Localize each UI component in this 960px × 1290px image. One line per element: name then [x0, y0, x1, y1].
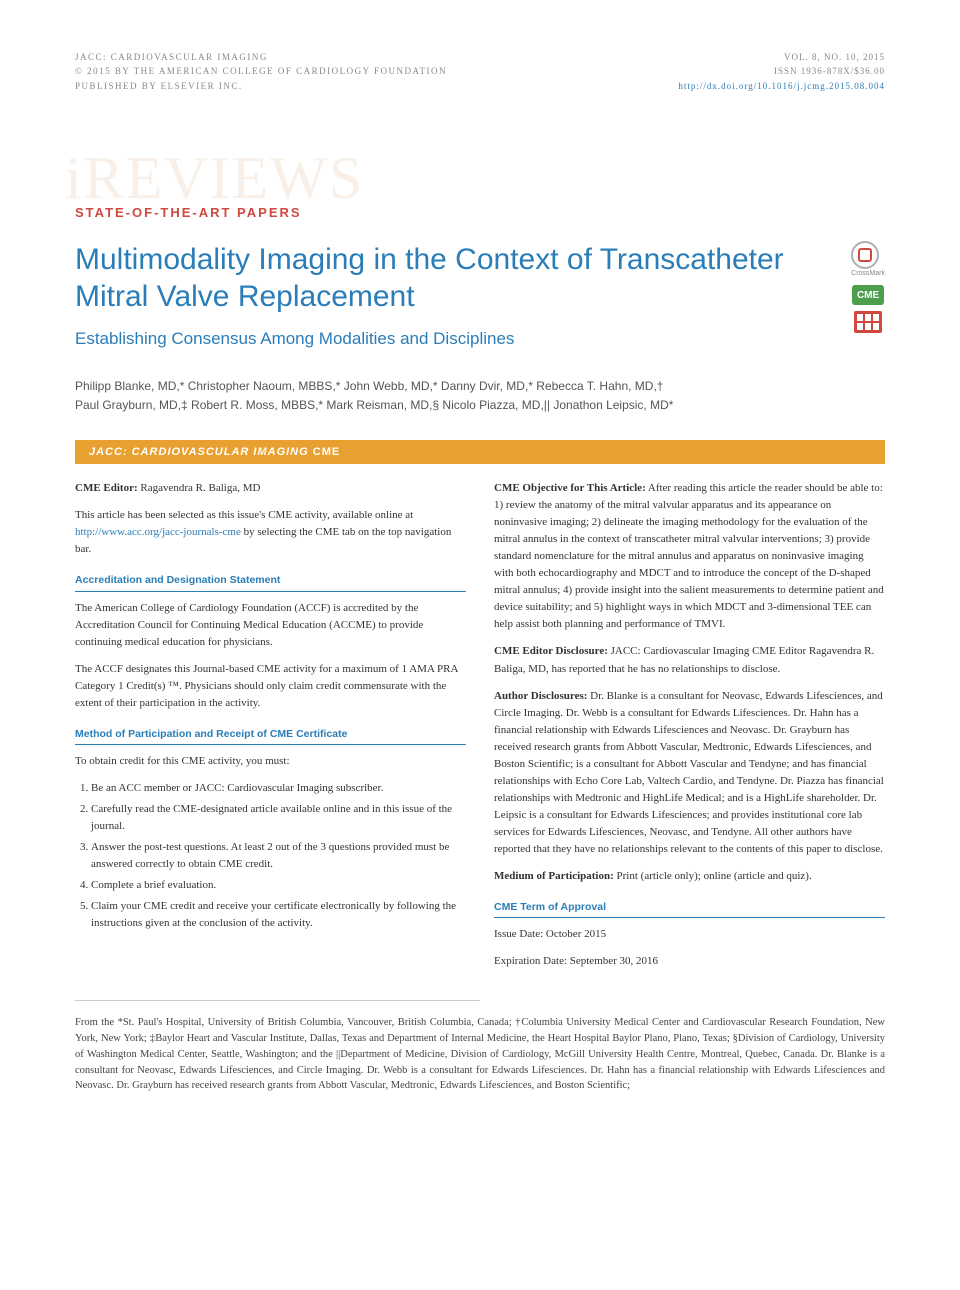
accreditation-p1: The American College of Cardiology Found…: [75, 600, 466, 651]
article-subtitle: Establishing Consensus Among Modalities …: [75, 326, 831, 352]
grid-badge-icon[interactable]: [854, 311, 882, 333]
footer-divider: [75, 1000, 480, 1001]
section-label: STATE-OF-THE-ART PAPERS: [75, 203, 885, 223]
medium-label: Medium of Participation:: [494, 870, 614, 882]
term-heading: CME Term of Approval: [494, 899, 885, 918]
method-heading: Method of Participation and Receipt of C…: [75, 726, 466, 745]
cme-editor-name: Ragavendra R. Baliga, MD: [140, 482, 260, 494]
cme-banner: JACC: CARDIOVASCULAR IMAGING CME: [75, 440, 885, 465]
accreditation-p2: The ACCF designates this Journal-based C…: [75, 661, 466, 712]
cme-intro-text: This article has been selected as this i…: [75, 509, 413, 521]
affiliations-text: From the *St. Paul's Hospital, Universit…: [75, 1015, 885, 1094]
author-list: Philipp Blanke, MD,* Christopher Naoum, …: [75, 377, 885, 415]
method-item: Complete a brief evaluation.: [91, 877, 466, 894]
method-list: Be an ACC member or JACC: Cardiovascular…: [91, 780, 466, 932]
crossmark-label: CrossMark: [851, 269, 885, 280]
method-item: Answer the post-test questions. At least…: [91, 839, 466, 873]
method-item: Carefully read the CME-designated articl…: [91, 801, 466, 835]
issue-date: Issue Date: October 2015: [494, 926, 885, 943]
doi-link[interactable]: http://dx.doi.org/10.1016/j.jcmg.2015.08…: [678, 79, 885, 93]
issn-info: ISSN 1936-878X/$36.00: [678, 64, 885, 78]
cme-content: CME Editor: Ragavendra R. Baliga, MD Thi…: [75, 480, 885, 970]
authors-line-1: Philipp Blanke, MD,* Christopher Naoum, …: [75, 377, 885, 396]
cme-intro-link[interactable]: http://www.acc.org/jacc-journals-cme: [75, 526, 241, 538]
author-disclosure-text: Dr. Blanke is a consultant for Neovasc, …: [494, 690, 884, 855]
cme-editor-label: CME Editor:: [75, 482, 138, 494]
expiration-date: Expiration Date: September 30, 2016: [494, 953, 885, 970]
method-intro: To obtain credit for this CME activity, …: [75, 753, 466, 770]
cme-badge[interactable]: CME: [852, 285, 884, 305]
objective-text: After reading this article the reader sh…: [494, 482, 884, 630]
method-item: Claim your CME credit and receive your c…: [91, 898, 466, 932]
crossmark-icon: [851, 241, 879, 269]
author-disclosure-label: Author Disclosures:: [494, 690, 587, 702]
header-left: JACC: CARDIOVASCULAR IMAGING © 2015 BY T…: [75, 50, 447, 93]
cme-banner-normal: CME: [309, 446, 341, 458]
method-item: Be an ACC member or JACC: Cardiovascular…: [91, 780, 466, 797]
crossmark-badge[interactable]: CrossMark: [851, 241, 885, 280]
objective-label: CME Objective for This Article:: [494, 482, 646, 494]
journal-name: JACC: CARDIOVASCULAR IMAGING: [75, 50, 447, 64]
editor-disclosure-label: CME Editor Disclosure:: [494, 645, 608, 657]
header-right: VOL. 8, NO. 10, 2015 ISSN 1936-878X/$36.…: [678, 50, 885, 93]
copyright-line: © 2015 BY THE AMERICAN COLLEGE OF CARDIO…: [75, 64, 447, 78]
article-title: Multimodality Imaging in the Context of …: [75, 241, 831, 316]
page-header: JACC: CARDIOVASCULAR IMAGING © 2015 BY T…: [75, 50, 885, 93]
publisher-line: PUBLISHED BY ELSEVIER INC.: [75, 79, 447, 93]
authors-line-2: Paul Grayburn, MD,‡ Robert R. Moss, MBBS…: [75, 396, 885, 415]
cme-banner-italic: JACC: CARDIOVASCULAR IMAGING: [89, 446, 309, 458]
accreditation-heading: Accreditation and Designation Statement: [75, 572, 466, 591]
issue-info: VOL. 8, NO. 10, 2015: [678, 50, 885, 64]
badge-column: CrossMark CME: [851, 241, 885, 334]
medium-text: Print (article only); online (article an…: [617, 870, 812, 882]
